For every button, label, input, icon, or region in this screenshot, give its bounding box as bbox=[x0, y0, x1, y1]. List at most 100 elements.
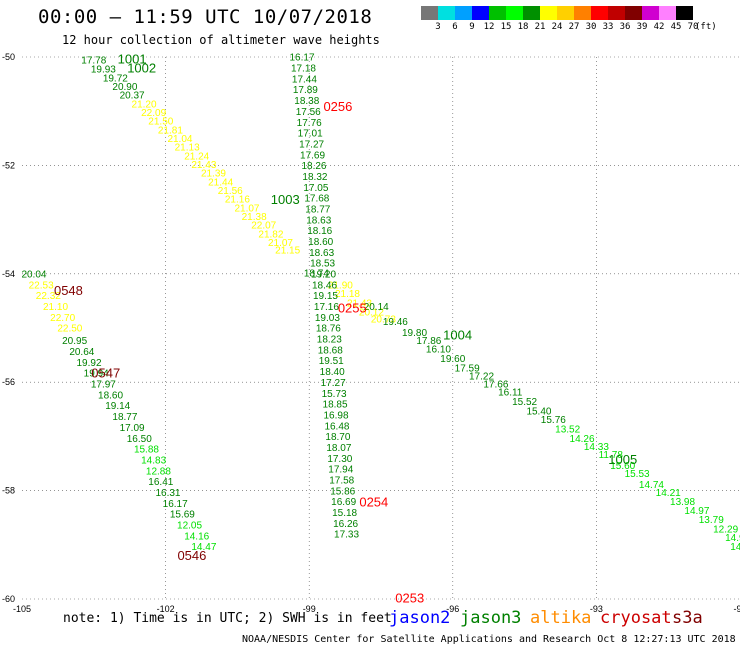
wave-height-value: 21.50 bbox=[148, 117, 173, 128]
color-scale-label: 70 bbox=[687, 22, 699, 32]
legend-item-jason2: jason2 bbox=[389, 608, 451, 628]
wave-height-value: 17.76 bbox=[297, 118, 322, 129]
wave-height-value: 15.88 bbox=[134, 445, 159, 456]
wave-height-value: 17.44 bbox=[292, 74, 317, 85]
y-tick-label: -50 bbox=[2, 52, 15, 62]
wave-height-value: 15.52 bbox=[512, 397, 537, 408]
wave-height-value: 17.05 bbox=[303, 183, 328, 194]
wave-height-value: 14.97 bbox=[684, 506, 709, 517]
track-time-label: 0253 bbox=[395, 590, 424, 605]
track-time-label: 1004 bbox=[443, 328, 472, 343]
wave-height-value: 18.63 bbox=[309, 248, 334, 259]
wave-height-value: 17.66 bbox=[483, 380, 508, 391]
y-tick-label: -58 bbox=[2, 486, 15, 496]
color-scale-swatch bbox=[608, 6, 625, 20]
wave-height-value: 18.68 bbox=[318, 345, 343, 356]
wave-height-value: 16.17 bbox=[290, 53, 315, 64]
track-time-label: 1001 bbox=[118, 52, 147, 67]
x-tick-label: -99 bbox=[303, 604, 316, 614]
wave-height-value: 19.03 bbox=[315, 313, 340, 324]
color-scale-label: 21 bbox=[534, 22, 546, 32]
color-scale-label: 33 bbox=[602, 22, 614, 32]
wave-height-value: 17.89 bbox=[293, 85, 318, 96]
color-scale-label: 42 bbox=[653, 22, 665, 32]
color-scale-swatch bbox=[659, 6, 676, 20]
wave-height-value: 15.60 bbox=[610, 461, 635, 472]
wave-height-value: 15.18 bbox=[332, 508, 357, 519]
wave-height-value: 18.77 bbox=[305, 204, 330, 215]
wave-height-value: 12.88 bbox=[146, 466, 171, 477]
wave-height-value: 17.30 bbox=[327, 454, 352, 465]
wave-height-value: 14.33 bbox=[584, 442, 609, 453]
color-scale-label: 6 bbox=[452, 22, 458, 32]
wave-height-value: 21.82 bbox=[258, 229, 283, 240]
footer-credit: NOAA/NESDIS Center for Satellite Applica… bbox=[242, 634, 736, 645]
wave-height-value: 15.86 bbox=[330, 486, 355, 497]
color-scale-swatch bbox=[557, 6, 574, 20]
wave-height-value: 14.83 bbox=[141, 455, 166, 466]
x-tick-label: -90 bbox=[733, 604, 740, 614]
wave-height-value: 17.59 bbox=[455, 363, 480, 374]
wave-height-value: 18.74 bbox=[304, 268, 329, 279]
track-time-label: 0256 bbox=[323, 99, 352, 114]
color-scale-swatch bbox=[523, 6, 540, 20]
track-time-label: 0546 bbox=[177, 548, 206, 563]
track-time-label: 1005 bbox=[608, 452, 637, 467]
wave-height-value: 15.53 bbox=[625, 469, 650, 480]
wave-height-value: 21.10 bbox=[43, 302, 68, 313]
color-scale-label: 30 bbox=[585, 22, 597, 32]
wave-height-value: 21.38 bbox=[242, 212, 267, 223]
wave-height-value: 19.60 bbox=[440, 354, 465, 365]
wave-height-value: 19.51 bbox=[319, 356, 344, 367]
color-scale-swatch bbox=[506, 6, 523, 20]
wave-height-value: 18.70 bbox=[325, 432, 350, 443]
wave-height-value: 14.74 bbox=[639, 480, 664, 491]
wave-height-value: 20.64 bbox=[69, 347, 94, 358]
x-tick-label: -105 bbox=[13, 604, 31, 614]
wave-height-value: 17.58 bbox=[329, 475, 354, 486]
wave-height-value: 15.40 bbox=[526, 407, 551, 418]
wave-height-value: 21.07 bbox=[234, 203, 259, 214]
wave-height-value: 16.48 bbox=[324, 421, 349, 432]
wave-height-value: 21.43 bbox=[191, 160, 216, 171]
wave-height-value: 13.52 bbox=[555, 425, 580, 436]
x-tick-label: -96 bbox=[446, 604, 459, 614]
color-scale-unit: (ft) bbox=[695, 22, 717, 32]
wave-height-value: 21.56 bbox=[218, 186, 243, 197]
wave-height-value: 17.94 bbox=[328, 465, 353, 476]
wave-height-value: 18.60 bbox=[308, 237, 333, 248]
y-tick-label: -56 bbox=[2, 377, 15, 387]
color-scale-swatch bbox=[676, 6, 693, 20]
wave-height-value: 21.24 bbox=[184, 151, 209, 162]
wave-height-value: 20.14 bbox=[364, 302, 389, 313]
color-scale-swatch bbox=[421, 6, 438, 20]
color-scale-swatch bbox=[625, 6, 642, 20]
wave-height-value: 17.56 bbox=[296, 107, 321, 118]
color-scale-label: 39 bbox=[636, 22, 648, 32]
legend-item-jason3: jason3 bbox=[460, 608, 522, 628]
y-tick-label: -60 bbox=[2, 594, 15, 604]
track-time-label: 1003 bbox=[271, 192, 300, 207]
wave-height-value: 18.53 bbox=[310, 259, 335, 270]
color-scale-label: 15 bbox=[500, 22, 512, 32]
wave-height-value: 19.20 bbox=[311, 270, 336, 281]
wave-height-value: 22.50 bbox=[57, 324, 82, 335]
wave-height-value: 17.86 bbox=[416, 336, 441, 347]
wave-height-value: 18.85 bbox=[323, 400, 348, 411]
legend-item-s3a: s3a bbox=[672, 608, 703, 628]
wave-height-value: 21.90 bbox=[328, 280, 353, 291]
color-scale-label: 3 bbox=[435, 22, 441, 32]
wave-height-value: 11.78 bbox=[599, 450, 624, 461]
wave-height-value: 19.72 bbox=[103, 73, 128, 84]
wave-height-value: 21.15 bbox=[275, 246, 300, 257]
wave-height-value: 17.16 bbox=[314, 302, 339, 313]
wave-height-value: 14.26 bbox=[570, 434, 595, 445]
wave-height-value: 18.38 bbox=[294, 96, 319, 107]
wave-height-value: 22.07 bbox=[251, 221, 276, 232]
page-title: 00:00 – 11:59 UTC 10/07/2018 bbox=[38, 6, 373, 28]
wave-height-value: 14.47 bbox=[191, 542, 216, 553]
wave-height-value: 20.37 bbox=[120, 91, 145, 102]
color-scale-label: 12 bbox=[483, 22, 495, 32]
wave-height-value: 20.73 bbox=[371, 315, 396, 326]
color-scale-swatch bbox=[591, 6, 608, 20]
